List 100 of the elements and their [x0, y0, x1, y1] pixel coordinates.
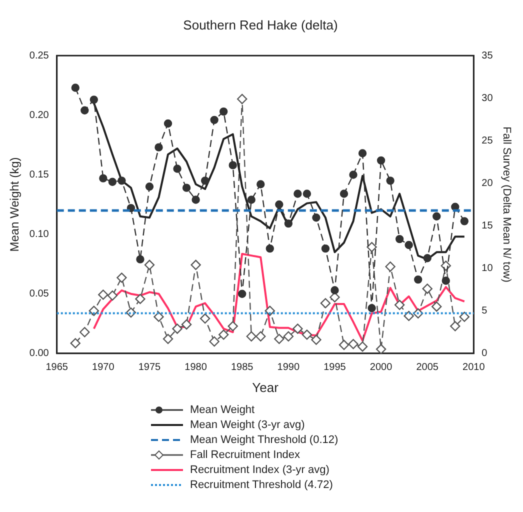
x-tick-label: 1970 — [92, 362, 115, 374]
y-tick-label: 0.15 — [29, 169, 50, 180]
point — [266, 244, 274, 253]
point — [330, 286, 339, 294]
point — [237, 94, 248, 104]
point — [218, 330, 229, 340]
point — [368, 304, 376, 312]
x-tick-label: 1980 — [184, 362, 208, 374]
legend-label: Fall Recruitment Index — [190, 448, 300, 460]
point — [107, 290, 118, 301]
point — [98, 290, 108, 300]
point — [450, 321, 460, 332]
point — [404, 310, 414, 322]
point — [108, 178, 117, 186]
point — [209, 336, 220, 347]
point — [192, 196, 200, 204]
point — [292, 324, 303, 334]
point — [312, 214, 320, 222]
legend-label: Mean Weight (3-yr avg) — [190, 418, 305, 430]
point — [99, 174, 108, 182]
point — [366, 242, 377, 252]
y-axis-title: Mean Weight (kg) — [8, 157, 22, 252]
point — [376, 156, 386, 165]
point — [256, 180, 265, 188]
point — [358, 149, 367, 158]
y2-tick-label: 30 — [482, 92, 494, 104]
point — [80, 106, 89, 114]
point — [228, 161, 237, 170]
point — [349, 170, 358, 179]
point — [70, 338, 80, 348]
x-tick-label: 2005 — [416, 362, 439, 374]
point — [422, 284, 432, 294]
x-tick-label: 2000 — [370, 362, 393, 374]
point — [284, 219, 293, 228]
x-axis-title: Year — [252, 380, 280, 395]
point — [376, 344, 386, 354]
point — [80, 327, 90, 338]
point — [190, 260, 201, 270]
point — [135, 294, 146, 304]
y2-tick-label: 10 — [482, 263, 494, 274]
point — [162, 334, 174, 344]
point — [395, 234, 404, 244]
point — [173, 164, 182, 173]
point — [330, 292, 340, 302]
point — [283, 331, 294, 342]
point — [357, 341, 368, 352]
x-tick-label: 1965 — [46, 362, 68, 374]
x-tick-label: 2010 — [462, 362, 486, 374]
point — [423, 254, 432, 262]
point — [442, 276, 450, 285]
point — [116, 272, 127, 283]
point — [386, 176, 394, 185]
point — [348, 338, 358, 350]
point — [294, 190, 302, 198]
point — [181, 319, 192, 330]
y2-tick-label: 15 — [482, 220, 494, 232]
point — [200, 176, 210, 185]
y2-tick-label: 25 — [482, 135, 494, 146]
x-tick-label: 1975 — [138, 362, 162, 374]
point — [200, 313, 210, 324]
point — [256, 331, 266, 342]
point — [459, 312, 470, 322]
point — [394, 300, 405, 310]
point — [414, 275, 422, 284]
point — [460, 217, 469, 226]
x-tick-label: 1985 — [230, 362, 254, 374]
point — [321, 244, 330, 253]
y2-tick-label: 20 — [482, 178, 494, 189]
y2-tick-label: 35 — [482, 50, 494, 62]
point — [154, 312, 164, 322]
y-tick-label: 0.20 — [29, 110, 50, 121]
legend-label: Recruitment Index (3-yr avg) — [190, 464, 330, 476]
point — [385, 262, 396, 272]
y2-tick-label: 0 — [482, 348, 488, 360]
y-tick-label: 0.10 — [29, 229, 50, 240]
point — [136, 255, 144, 264]
y2-tick-label: 5 — [482, 306, 488, 317]
point — [247, 196, 256, 204]
point — [311, 334, 322, 345]
point — [340, 190, 348, 198]
point — [90, 96, 98, 104]
point — [246, 331, 256, 342]
legend-label: Recruitment Threshold (4.72) — [190, 478, 333, 490]
point — [228, 321, 238, 332]
legend-label: Mean Weight Threshold (0.12) — [190, 434, 338, 446]
point — [320, 298, 331, 308]
point — [432, 302, 442, 312]
point — [154, 143, 163, 152]
y-tick-label: 0.00 — [29, 348, 50, 360]
point — [144, 260, 155, 270]
point — [71, 84, 80, 92]
point — [164, 119, 172, 128]
point — [118, 176, 126, 185]
point — [210, 116, 218, 124]
point — [274, 334, 284, 344]
y2-axis-title: Fall Survey (Delta Mean N/ tow) — [500, 126, 512, 282]
point — [338, 340, 350, 350]
point — [145, 182, 154, 191]
point — [219, 107, 228, 116]
point — [432, 212, 441, 221]
